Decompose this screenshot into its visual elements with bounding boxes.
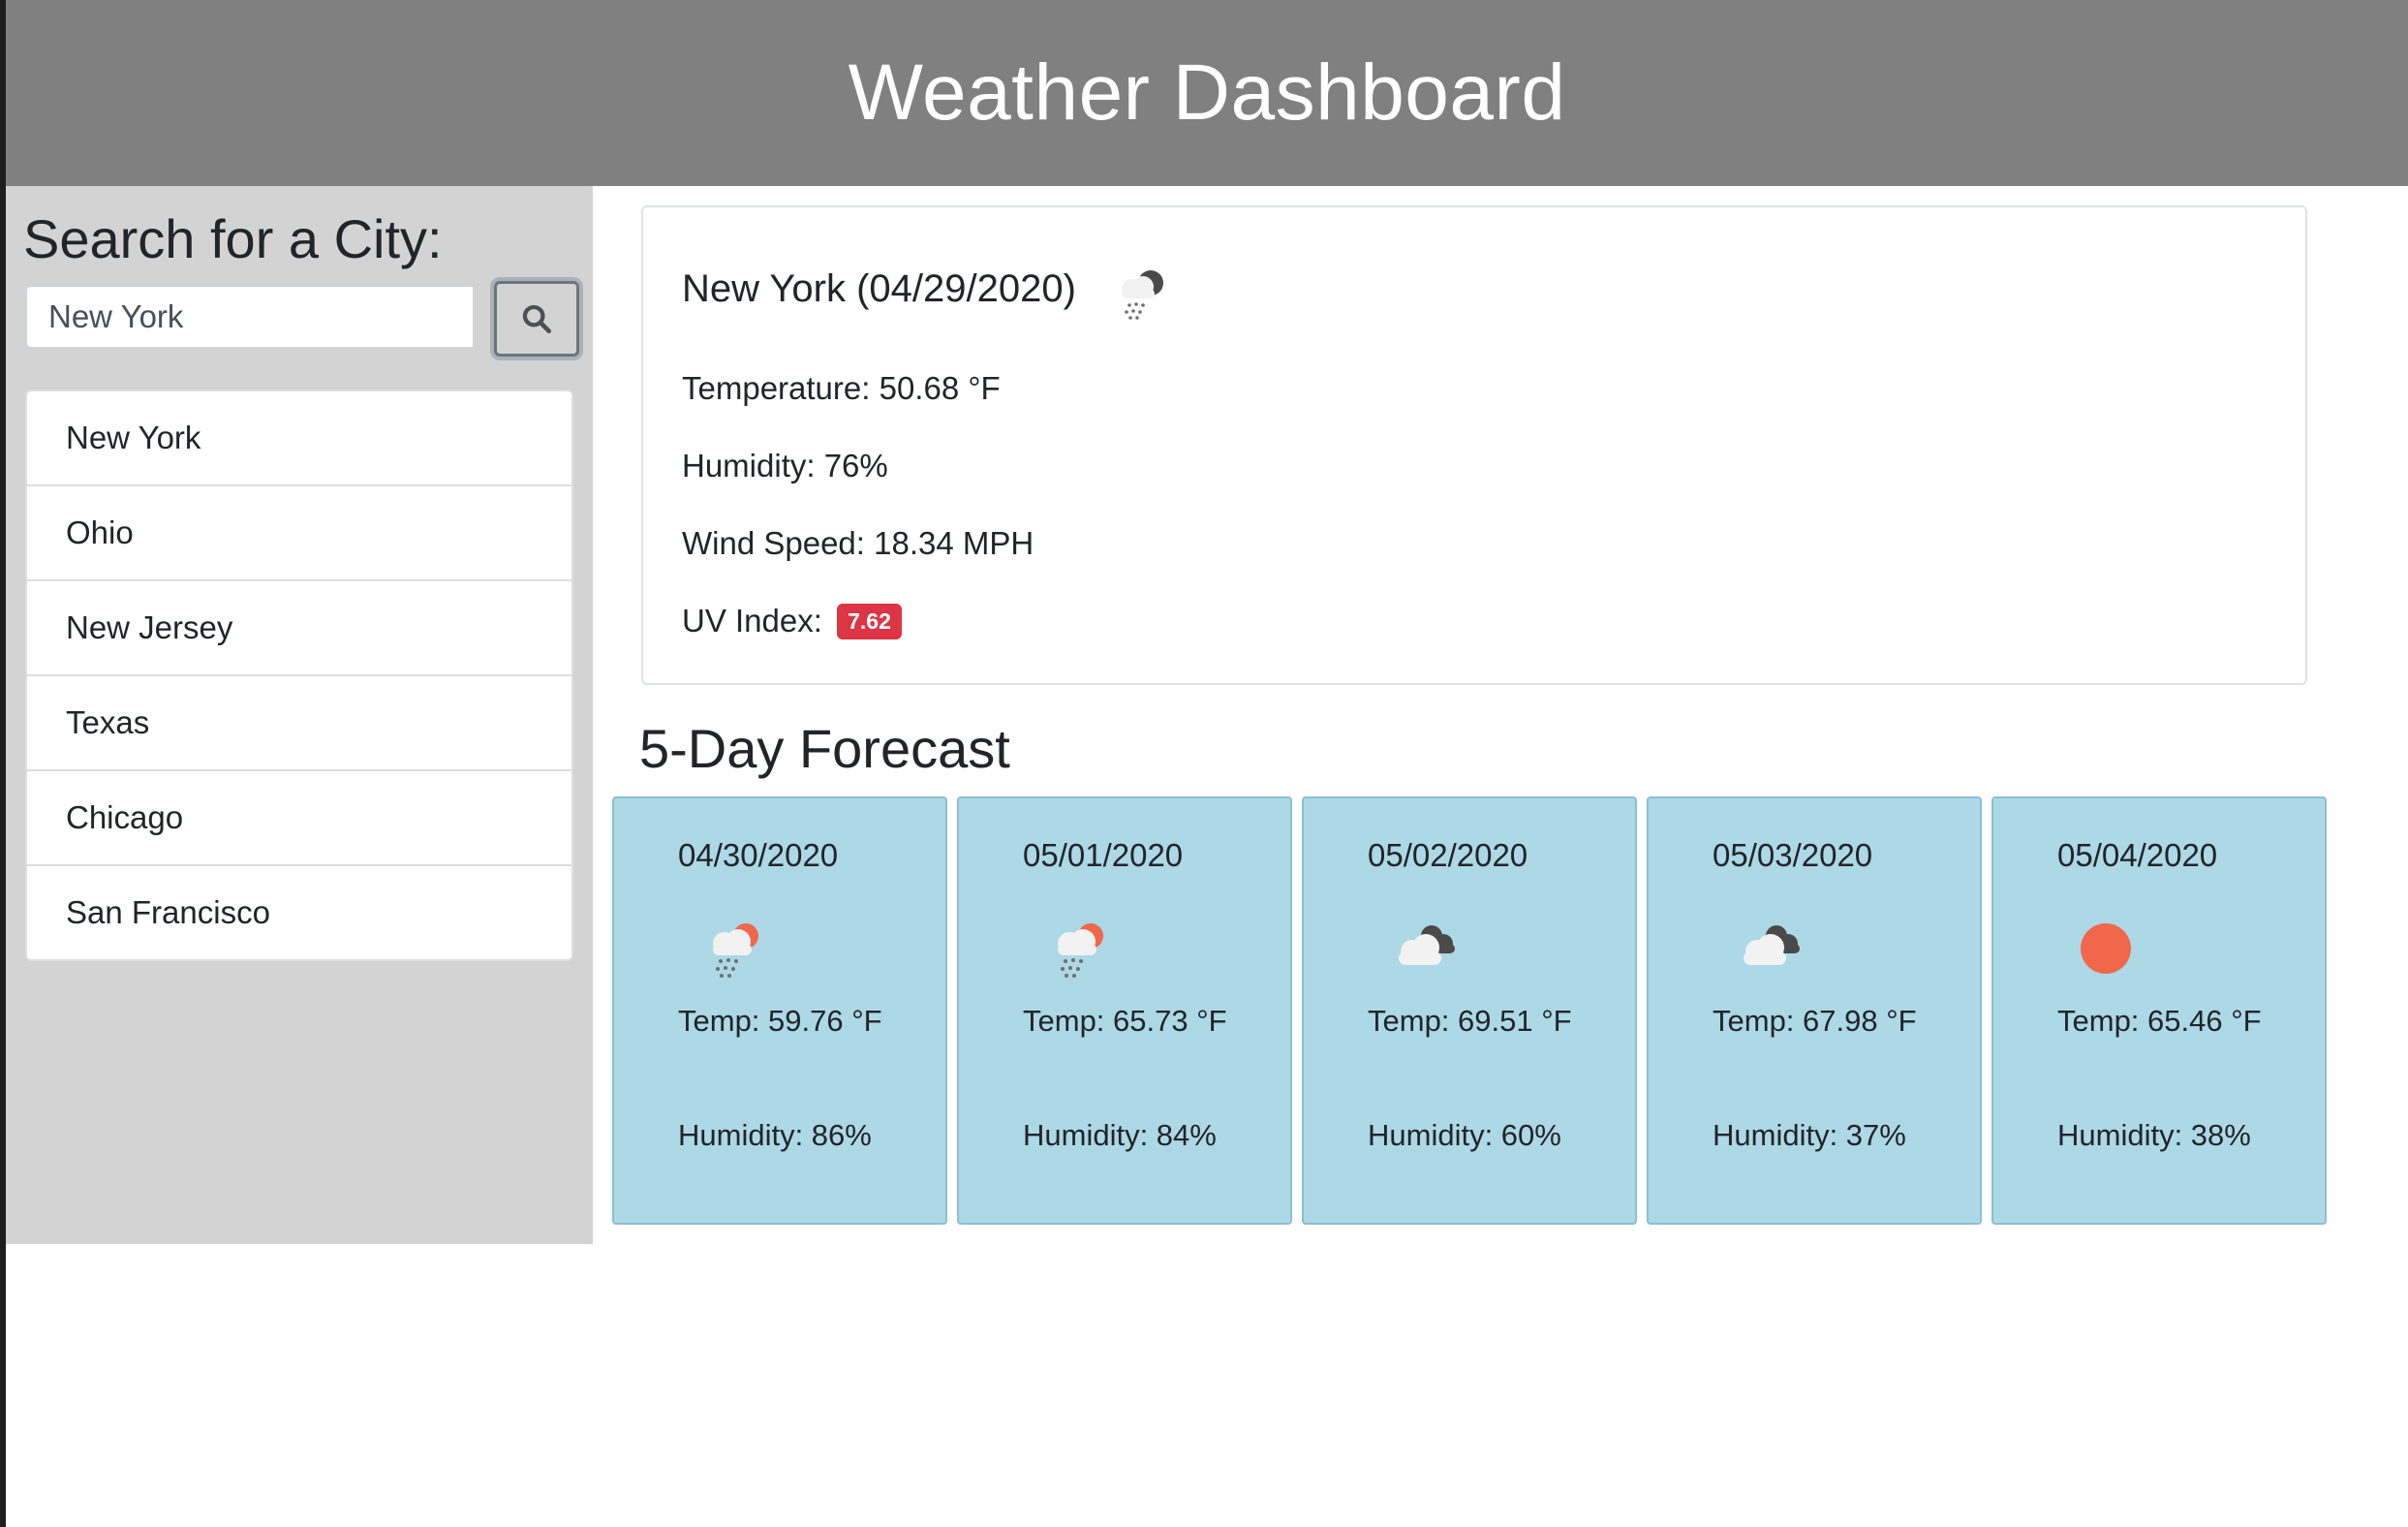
forecast-temp: Temp: 65.46 °F (2057, 1004, 2262, 1038)
city-label: New Jersey (66, 609, 233, 645)
city-item-chicago[interactable]: Chicago (27, 771, 571, 866)
forecast-humidity: Humidity: 84% (1023, 1118, 1217, 1152)
wind-speed-reading: Wind Speed: 18.34 MPH (682, 525, 1034, 561)
light-rain-day-icon (713, 923, 758, 978)
forecast-humidity: Humidity: 38% (2057, 1118, 2251, 1152)
uv-index-row: UV Index: 7.62 (682, 603, 902, 639)
forecast-humidity: Humidity: 37% (1713, 1118, 1906, 1152)
forecast-temp: Temp: 67.98 °F (1713, 1004, 1917, 1038)
city-item-ohio[interactable]: Ohio (27, 486, 571, 581)
broken-clouds-icon (1399, 925, 1455, 965)
city-item-new-jersey[interactable]: New Jersey (27, 581, 571, 676)
light-rain-night-icon (1122, 270, 1163, 320)
forecast-temp: Temp: 69.51 °F (1368, 1004, 1572, 1038)
forecast-date: 05/03/2020 (1713, 837, 1873, 873)
forecast-temp: Temp: 65.73 °F (1023, 1004, 1227, 1038)
forecast-card: 05/01/2020 Temp: 65.73 °F Humidity: 84% (957, 796, 1292, 1225)
humidity-reading: Humidity: 76% (682, 448, 888, 483)
page-header: Weather Dashboard (6, 0, 2408, 186)
city-history-list: New York Ohio New Jersey Texas Chicago S… (25, 390, 573, 961)
uv-index-label: UV Index: (682, 603, 822, 639)
uv-index-badge: 7.62 (837, 604, 902, 639)
sidebar: Search for a City: New York Ohio New Jer… (6, 186, 593, 1244)
forecast-humidity: Humidity: 86% (678, 1118, 872, 1152)
city-item-texas[interactable]: Texas (27, 676, 571, 771)
page-title: Weather Dashboard (848, 48, 1566, 137)
forecast-humidity: Humidity: 60% (1368, 1118, 1561, 1152)
clear-sky-sun-icon (2081, 923, 2131, 974)
forecast-date: 05/04/2020 (2057, 837, 2218, 873)
city-item-san-francisco[interactable]: San Francisco (27, 866, 571, 959)
forecast-heading: 5-Day Forecast (639, 718, 1010, 779)
current-weather-card: New York (04/29/2020) Temperature: 50.68… (641, 205, 2307, 685)
forecast-card: 05/04/2020 Temp: 65.46 °F Humidity: 38% (1991, 796, 2327, 1225)
search-button[interactable] (494, 281, 579, 357)
forecast-date: 04/30/2020 (678, 837, 839, 873)
city-label: New York (66, 420, 201, 455)
city-label: San Francisco (66, 894, 270, 930)
forecast-card: 04/30/2020 Temp: 59.76 °F Humidity: 86% (612, 796, 947, 1225)
forecast-card: 05/03/2020 Temp: 67.98 °F Humidity: 37% (1647, 796, 1982, 1225)
temperature-reading: Temperature: 50.68 °F (682, 370, 1001, 406)
current-city-title: New York (04/29/2020) (682, 267, 1076, 310)
search-icon (522, 304, 552, 334)
broken-clouds-icon (1744, 925, 1800, 965)
city-label: Texas (66, 704, 150, 740)
city-label: Chicago (66, 799, 184, 835)
city-item-new-york[interactable]: New York (27, 391, 571, 486)
forecast-card: 05/02/2020 Temp: 69.51 °F Humidity: 60% (1302, 796, 1637, 1225)
city-label: Ohio (66, 514, 134, 550)
city-search-input[interactable] (25, 285, 473, 349)
forecast-temp: Temp: 59.76 °F (678, 1004, 882, 1038)
forecast-date: 05/01/2020 (1023, 837, 1184, 873)
forecast-date: 05/02/2020 (1368, 837, 1528, 873)
light-rain-day-icon (1058, 923, 1103, 978)
window-edge (0, 0, 6, 1527)
search-heading: Search for a City: (23, 208, 443, 269)
